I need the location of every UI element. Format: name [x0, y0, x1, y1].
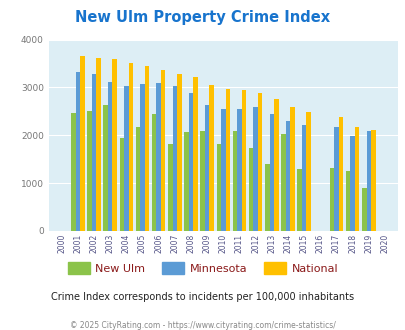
Bar: [248, 148, 253, 231]
Bar: [264, 164, 269, 231]
Text: © 2025 CityRating.com - https://www.cityrating.com/crime-statistics/: © 2025 CityRating.com - https://www.city…: [70, 321, 335, 330]
Bar: [290, 107, 294, 231]
Bar: [306, 112, 310, 231]
Bar: [257, 93, 262, 231]
Bar: [296, 169, 301, 231]
Bar: [329, 168, 333, 231]
Text: New Ulm Property Crime Index: New Ulm Property Crime Index: [75, 10, 330, 25]
Bar: [140, 83, 144, 231]
Bar: [71, 113, 75, 231]
Bar: [92, 74, 96, 231]
Bar: [338, 116, 342, 231]
Bar: [241, 90, 246, 231]
Bar: [273, 99, 278, 231]
Bar: [128, 63, 133, 231]
Bar: [281, 134, 285, 231]
Bar: [200, 131, 205, 231]
Bar: [361, 188, 366, 231]
Bar: [366, 131, 370, 231]
Bar: [193, 77, 197, 231]
Bar: [103, 105, 108, 231]
Bar: [119, 138, 124, 231]
Bar: [151, 114, 156, 231]
Bar: [220, 109, 225, 231]
Bar: [75, 72, 80, 231]
Bar: [87, 111, 92, 231]
Bar: [172, 85, 177, 231]
Bar: [96, 58, 100, 231]
Bar: [168, 144, 172, 231]
Bar: [112, 59, 117, 231]
Bar: [177, 74, 181, 231]
Bar: [232, 131, 237, 231]
Bar: [156, 83, 160, 231]
Bar: [124, 85, 128, 231]
Bar: [184, 132, 188, 231]
Legend: New Ulm, Minnesota, National: New Ulm, Minnesota, National: [63, 258, 342, 278]
Bar: [188, 93, 193, 231]
Bar: [135, 127, 140, 231]
Text: Crime Index corresponds to incidents per 100,000 inhabitants: Crime Index corresponds to incidents per…: [51, 292, 354, 302]
Bar: [80, 56, 84, 231]
Bar: [269, 114, 273, 231]
Bar: [237, 109, 241, 231]
Bar: [209, 85, 213, 231]
Bar: [225, 89, 230, 231]
Bar: [370, 130, 375, 231]
Bar: [345, 171, 350, 231]
Bar: [285, 121, 290, 231]
Bar: [301, 125, 306, 231]
Bar: [333, 127, 338, 231]
Bar: [205, 105, 209, 231]
Bar: [160, 70, 165, 231]
Bar: [108, 82, 112, 231]
Bar: [253, 107, 257, 231]
Bar: [350, 136, 354, 231]
Bar: [144, 66, 149, 231]
Bar: [354, 127, 358, 231]
Bar: [216, 144, 220, 231]
